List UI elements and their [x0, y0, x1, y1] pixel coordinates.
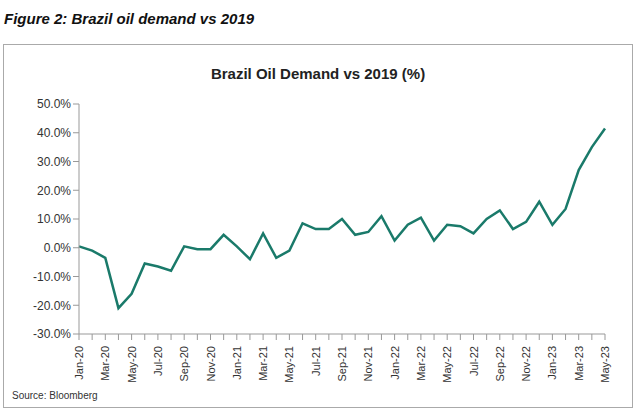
- svg-text:Mar-22: Mar-22: [415, 346, 427, 381]
- svg-text:Mar-20: Mar-20: [99, 346, 111, 381]
- svg-text:20.0%: 20.0%: [37, 184, 71, 198]
- svg-text:-30.0%: -30.0%: [33, 327, 71, 341]
- svg-text:Nov-20: Nov-20: [205, 346, 217, 381]
- html-text:Figure 2: Brazil oil demand vs: Figure 2: Brazil oil demand vs 2019: [4, 10, 255, 27]
- svg-text:May-21: May-21: [283, 346, 295, 383]
- svg-text:Sep-22: Sep-22: [494, 346, 506, 381]
- svg-text:May-22: May-22: [441, 346, 453, 383]
- svg-text:10.0%: 10.0%: [37, 212, 71, 226]
- html-text:Brazil Oil Demand vs 2019 (%): Brazil Oil Demand vs 2019 (%): [210, 65, 426, 82]
- svg-text:30.0%: 30.0%: [37, 155, 71, 169]
- svg-text:May-23: May-23: [599, 346, 611, 383]
- svg-text:50.0%: 50.0%: [37, 97, 71, 111]
- html-text:Source: Bloomberg: Source: Bloomberg: [12, 390, 98, 401]
- svg-text:Sep-20: Sep-20: [178, 346, 190, 381]
- svg-text:Sep-21: Sep-21: [336, 346, 348, 381]
- svg-text:Jul-22: Jul-22: [468, 346, 480, 376]
- svg-text:-20.0%: -20.0%: [33, 299, 71, 313]
- svg-text:0.0%: 0.0%: [44, 241, 72, 255]
- svg-text:Jul-21: Jul-21: [310, 346, 322, 376]
- svg-text:Mar-23: Mar-23: [573, 346, 585, 381]
- svg-text:Jan-20: Jan-20: [73, 346, 85, 380]
- svg-text:-10.0%: -10.0%: [33, 270, 71, 284]
- svg-text:Mar-21: Mar-21: [257, 346, 269, 381]
- svg-text:Jan-22: Jan-22: [389, 346, 401, 380]
- svg-text:40.0%: 40.0%: [37, 126, 71, 140]
- svg-text:Jan-23: Jan-23: [546, 346, 558, 380]
- svg-text:Jan-21: Jan-21: [231, 346, 243, 380]
- svg-text:Jul-20: Jul-20: [152, 346, 164, 376]
- svg-text:Nov-21: Nov-21: [362, 346, 374, 381]
- svg-text:May-20: May-20: [126, 346, 138, 383]
- svg-text:Nov-22: Nov-22: [520, 346, 532, 381]
